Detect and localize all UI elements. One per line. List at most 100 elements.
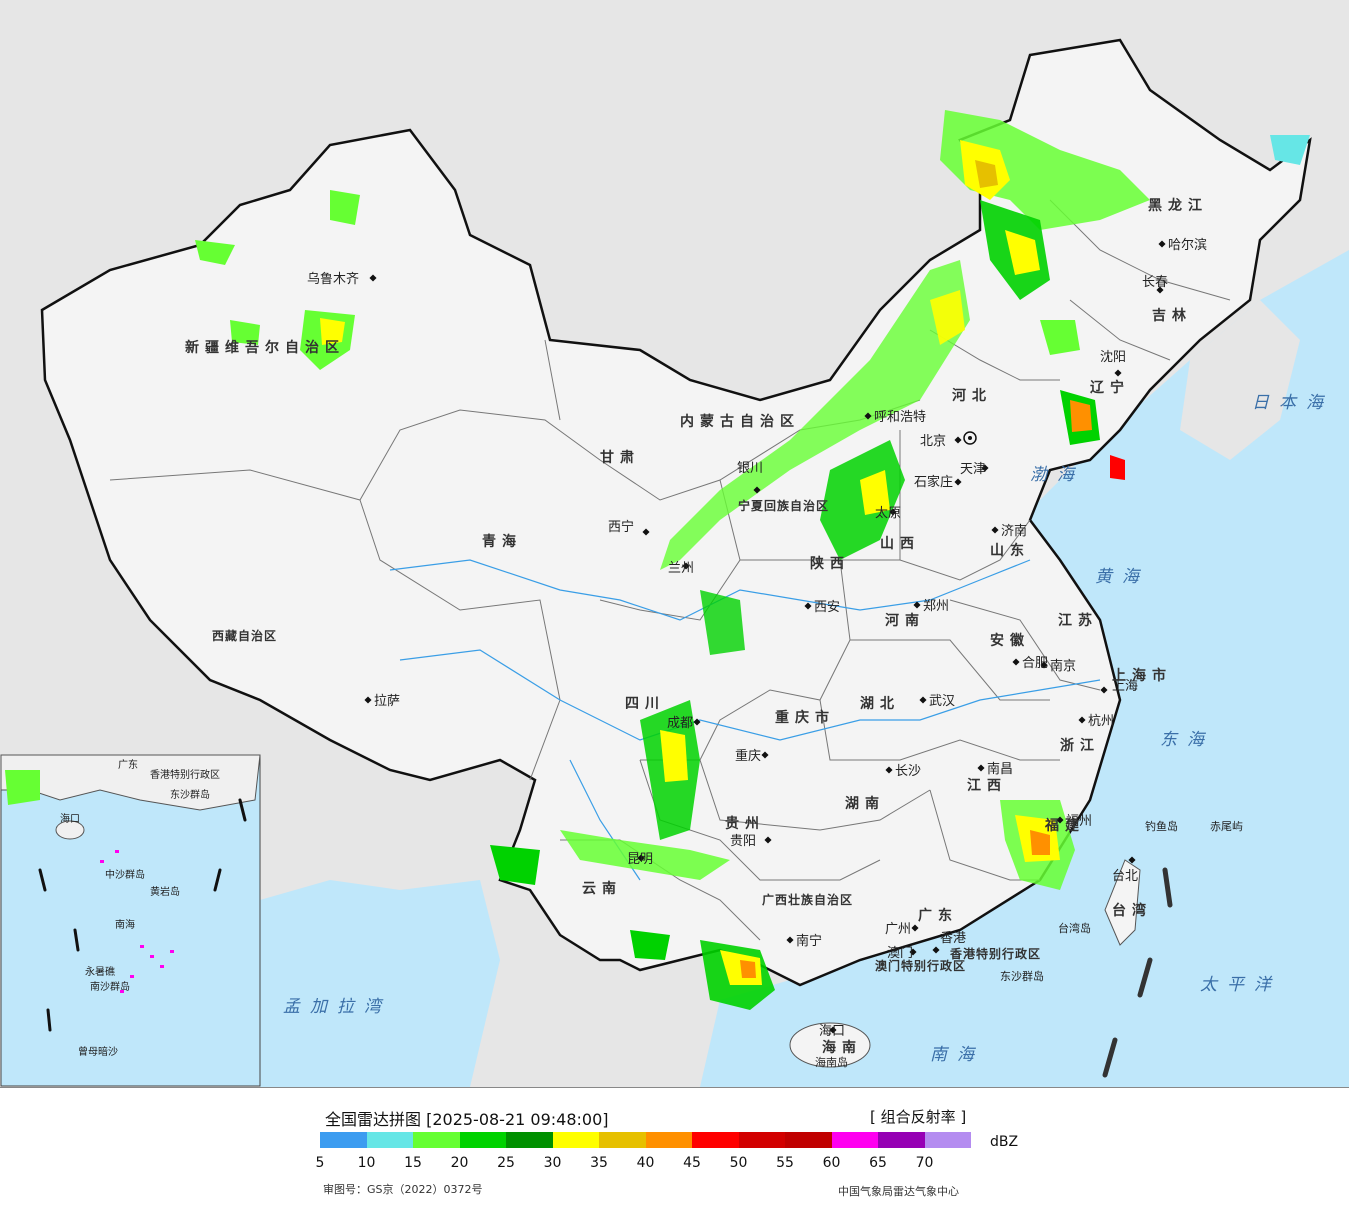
city-marker <box>761 751 769 759</box>
tick-label: 5 <box>315 1155 325 1171</box>
legend-panel: 全国雷达拼图 [2025-08-21 09:48:00] [ 组合反射率 ] 5… <box>0 1087 1349 1209</box>
province-label: 重庆市 <box>775 709 835 726</box>
city-label: 武汉 <box>929 694 955 709</box>
inset-label: 南海 <box>115 918 135 931</box>
island-label: 钓鱼岛 <box>1145 819 1178 833</box>
city-label: 西宁 <box>608 519 634 535</box>
city-label: 海口 <box>819 1024 845 1039</box>
sea-label: 日本海 <box>1252 393 1333 413</box>
inset-label: 香港特别行政区 <box>150 768 220 781</box>
city-label: 石家庄 <box>914 474 953 490</box>
radar-echoes <box>195 110 1310 1010</box>
color-swatch <box>645 1132 692 1148</box>
city-marker <box>991 526 999 534</box>
city-marker <box>804 602 812 610</box>
tick-label: 60 <box>822 1155 841 1171</box>
color-swatch <box>413 1132 460 1148</box>
province-label: 福建 <box>1044 817 1085 834</box>
province-label: 海南 <box>822 1039 862 1056</box>
province-label: 湖南 <box>845 795 885 812</box>
city-label: 杭州 <box>1088 714 1114 729</box>
bay-of-bengal <box>260 880 500 1087</box>
ocean <box>700 250 1349 1087</box>
city-label: 呼和浩特 <box>874 410 926 425</box>
color-swatch <box>831 1132 878 1148</box>
city-marker <box>1012 658 1020 666</box>
echo-fujian <box>1000 800 1075 890</box>
province-label: 吉林 <box>1152 307 1192 324</box>
city-label: 兰州 <box>668 561 694 576</box>
city-label: 贵阳 <box>730 834 756 849</box>
city-label: 太原 <box>875 506 901 521</box>
city-marker <box>954 436 962 444</box>
tick-label: 20 <box>450 1155 469 1171</box>
color-swatch <box>785 1132 832 1148</box>
color-swatch <box>552 1132 599 1148</box>
color-swatch <box>878 1132 925 1148</box>
city-label: 南宁 <box>796 933 822 949</box>
tick-label: 25 <box>497 1155 515 1171</box>
city-label: 重庆 <box>735 748 761 764</box>
color-swatch <box>366 1132 413 1148</box>
sea-label: 渤海 <box>1030 465 1084 485</box>
tick-label: 10 <box>357 1155 376 1171</box>
inset-label: 南沙群岛 <box>90 980 130 993</box>
city-label: 福州 <box>1066 814 1092 829</box>
tick-label: 35 <box>590 1155 608 1171</box>
credit-text: 中国气象局雷达气象中心 <box>838 1185 959 1198</box>
inset-label: 中沙群岛 <box>105 868 145 881</box>
island-label: 东沙群岛 <box>1000 969 1044 983</box>
product-name: [ 组合反射率 ] <box>870 1108 967 1126</box>
province-label: 内蒙古自治区 <box>680 413 800 430</box>
city-marker <box>764 836 772 844</box>
province-label: 广东 <box>918 907 958 924</box>
province-label: 云南 <box>582 880 622 897</box>
echo-inner-mongolia-band <box>660 260 970 655</box>
city-marker <box>909 948 917 956</box>
province-label: 河北 <box>952 387 992 404</box>
city-marker <box>911 924 919 932</box>
echo-guangxi-coast <box>700 940 775 1010</box>
province-label: 香港特别行政区 <box>949 946 1041 961</box>
province-label: 江苏 <box>1058 612 1098 629</box>
city-label: 济南 <box>1001 523 1027 539</box>
city-label: 银川 <box>737 461 763 476</box>
tick-label: 40 <box>636 1155 655 1171</box>
island-label: 海南岛 <box>815 1055 848 1069</box>
city-label: 郑州 <box>923 599 949 614</box>
city-marker <box>864 412 872 420</box>
inset-label: 广东 <box>118 758 138 771</box>
hainan-island <box>789 1022 871 1068</box>
city-label: 南昌 <box>987 761 1013 777</box>
city-marker <box>786 936 794 944</box>
city-marker <box>981 464 989 472</box>
province-label: 安徽 <box>990 632 1030 649</box>
tick-label: 15 <box>404 1155 422 1171</box>
province-label: 西藏自治区 <box>212 628 277 643</box>
province-label: 贵州 <box>725 815 765 832</box>
island-label: 赤尾屿 <box>1210 820 1243 833</box>
province-label: 浙江 <box>1060 737 1100 754</box>
boundary-dashes <box>1102 867 1173 1078</box>
city-label: 北京 <box>920 434 946 449</box>
city-label: 成都 <box>667 716 693 731</box>
province-label: 青海 <box>482 533 522 550</box>
city-marker <box>693 718 701 726</box>
province-label: 湖北 <box>860 696 900 712</box>
echo-xinjiang <box>195 190 360 370</box>
province-label: 四川 <box>625 696 665 712</box>
taiwan-island <box>1104 859 1141 946</box>
province-label: 新疆维吾尔自治区 <box>185 339 345 356</box>
city-label: 天津 <box>960 462 986 477</box>
city-label: 广州 <box>885 922 911 937</box>
sea-label: 黄海 <box>1095 567 1149 587</box>
city-marker <box>642 528 650 536</box>
city-label: 香港 <box>940 931 966 946</box>
city-marker <box>369 274 377 282</box>
sea-label: 太平洋 <box>1200 975 1281 995</box>
city-marker <box>932 946 940 954</box>
south-china-sea-inset <box>0 754 261 1087</box>
